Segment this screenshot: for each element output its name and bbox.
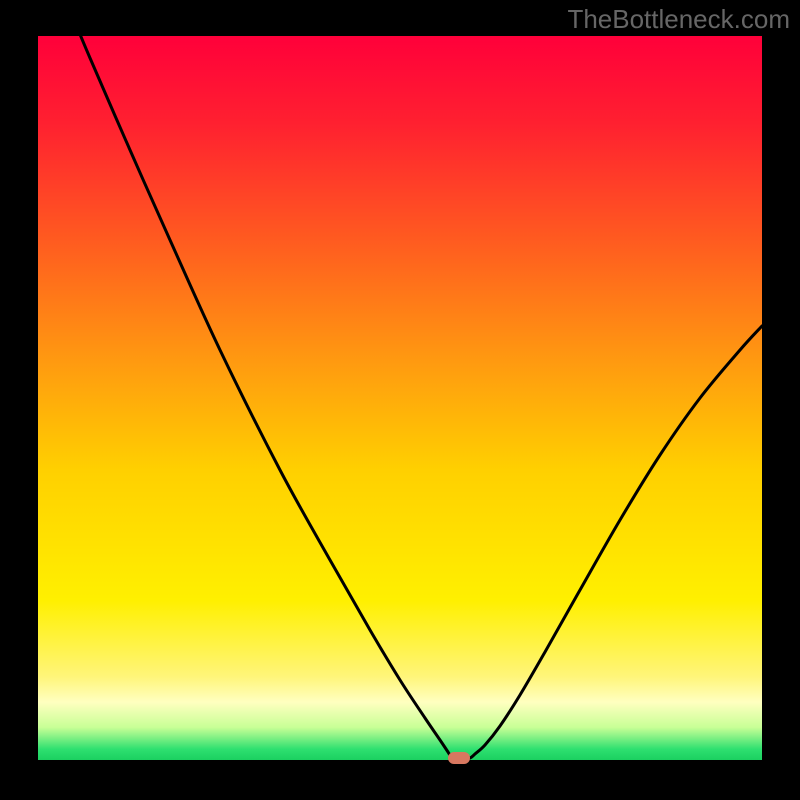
optimal-point-marker — [448, 752, 470, 764]
chart-plot-area — [38, 36, 762, 760]
bottleneck-chart — [0, 0, 800, 800]
chart-canvas: TheBottleneck.com — [0, 0, 800, 800]
watermark-text: TheBottleneck.com — [567, 4, 790, 35]
